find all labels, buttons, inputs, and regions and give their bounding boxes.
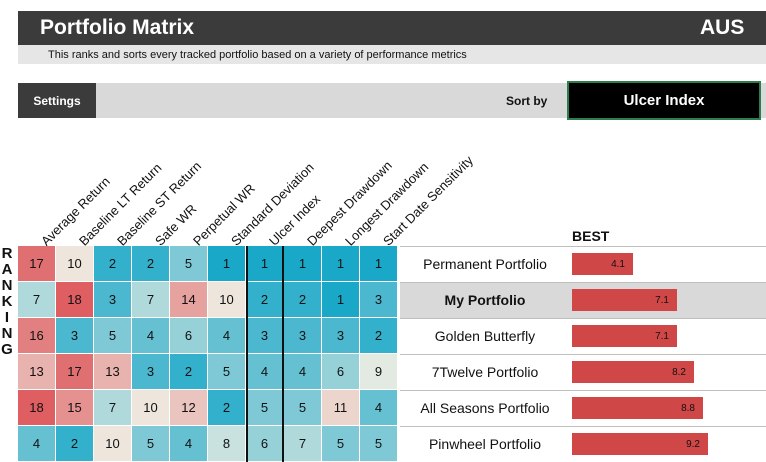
rank-cell: 10	[208, 282, 246, 318]
rank-cell: 13	[94, 354, 132, 390]
sort-by-select[interactable]: Ulcer Index	[569, 83, 759, 118]
title-bar	[18, 11, 766, 45]
rank-cell: 1	[284, 246, 322, 282]
rank-cell: 2	[360, 318, 398, 354]
rank-cell: 5	[246, 390, 284, 426]
rank-cell: 7	[18, 282, 56, 318]
rank-cell: 1	[360, 246, 398, 282]
ranking-letter: G	[1, 341, 13, 358]
rank-cell: 10	[132, 390, 170, 426]
score-bar: 4.1	[572, 253, 633, 275]
portfolio-name[interactable]: My Portfolio	[444, 292, 526, 308]
rank-cell: 1	[322, 246, 360, 282]
row-divider	[400, 318, 766, 319]
rank-cell: 8	[208, 426, 246, 462]
row-divider	[400, 246, 766, 247]
rank-cell: 9	[360, 354, 398, 390]
page-subtitle: This ranks and sorts every tracked portf…	[48, 49, 467, 61]
rank-cell: 4	[132, 318, 170, 354]
ranking-letter: A	[1, 261, 13, 278]
rank-cell: 2	[132, 246, 170, 282]
ranking-letter: I	[4, 309, 10, 326]
rank-cell: 7	[94, 390, 132, 426]
portfolio-name[interactable]: All Seasons Portfolio	[420, 400, 550, 416]
rank-cell: 4	[246, 354, 284, 390]
rank-cell: 2	[170, 354, 208, 390]
ranking-letter: N	[1, 325, 13, 342]
rank-cell: 5	[360, 426, 398, 462]
score-bar: 8.2	[572, 361, 694, 383]
portfolio-name[interactable]: 7Twelve Portfolio	[431, 364, 539, 380]
rank-cell: 5	[208, 354, 246, 390]
score-bar: 8.8	[572, 397, 703, 419]
rank-cell: 3	[56, 318, 94, 354]
rank-cell: 5	[170, 246, 208, 282]
rank-cell: 3	[360, 282, 398, 318]
best-label: BEST	[572, 228, 610, 244]
rank-cell: 2	[208, 390, 246, 426]
rank-cell: 11	[322, 390, 360, 426]
row-divider	[400, 282, 766, 283]
row-divider	[400, 354, 766, 355]
rank-cell: 4	[360, 390, 398, 426]
row-divider	[400, 426, 766, 427]
rank-cell: 2	[94, 246, 132, 282]
rank-cell: 12	[170, 390, 208, 426]
subtitle-bar	[18, 45, 766, 64]
rank-cell: 3	[322, 318, 360, 354]
score-bar: 7.1	[572, 289, 677, 311]
rank-cell: 2	[246, 282, 284, 318]
rank-cell: 3	[94, 282, 132, 318]
rank-cell: 3	[132, 354, 170, 390]
sort-by-label: Sort by	[506, 94, 548, 108]
rank-cell: 6	[246, 426, 284, 462]
score-bar: 9.2	[572, 433, 708, 455]
rank-cell: 4	[18, 426, 56, 462]
rank-cell: 4	[170, 426, 208, 462]
score-bar: 7.1	[572, 325, 677, 347]
ranking-letter: K	[1, 293, 13, 310]
rank-cell: 6	[170, 318, 208, 354]
rank-cell: 10	[56, 246, 94, 282]
settings-button[interactable]: Settings	[18, 83, 96, 118]
rank-cell: 4	[208, 318, 246, 354]
rank-cell: 16	[18, 318, 56, 354]
rank-cell: 3	[284, 318, 322, 354]
rank-cell: 5	[322, 426, 360, 462]
rank-cell: 1	[322, 282, 360, 318]
rank-cell: 7	[284, 426, 322, 462]
rank-cell: 17	[18, 246, 56, 282]
rank-cell: 18	[18, 390, 56, 426]
rank-cell: 17	[56, 354, 94, 390]
rank-cell: 5	[94, 318, 132, 354]
rank-cell: 7	[132, 282, 170, 318]
portfolio-name[interactable]: Golden Butterfly	[434, 328, 536, 344]
portfolio-name[interactable]: Permanent Portfolio	[423, 256, 547, 272]
rank-cell: 5	[132, 426, 170, 462]
rank-cell: 1	[208, 246, 246, 282]
country-label: AUS	[700, 16, 745, 39]
rank-cell: 2	[284, 282, 322, 318]
rank-cell: 6	[322, 354, 360, 390]
ranking-letter: R	[1, 245, 13, 262]
page-title: Portfolio Matrix	[40, 16, 195, 39]
rank-cell: 18	[56, 282, 94, 318]
row-divider	[400, 390, 766, 391]
rank-cell: 5	[284, 390, 322, 426]
rank-cell: 13	[18, 354, 56, 390]
ranking-letter: N	[1, 277, 13, 294]
rank-cell: 3	[246, 318, 284, 354]
rank-cell: 15	[56, 390, 94, 426]
rank-cell: 1	[246, 246, 284, 282]
rank-cell: 4	[284, 354, 322, 390]
rank-cell: 14	[170, 282, 208, 318]
rank-cell: 10	[94, 426, 132, 462]
portfolio-name[interactable]: Pinwheel Portfolio	[428, 436, 542, 452]
rank-cell: 2	[56, 426, 94, 462]
